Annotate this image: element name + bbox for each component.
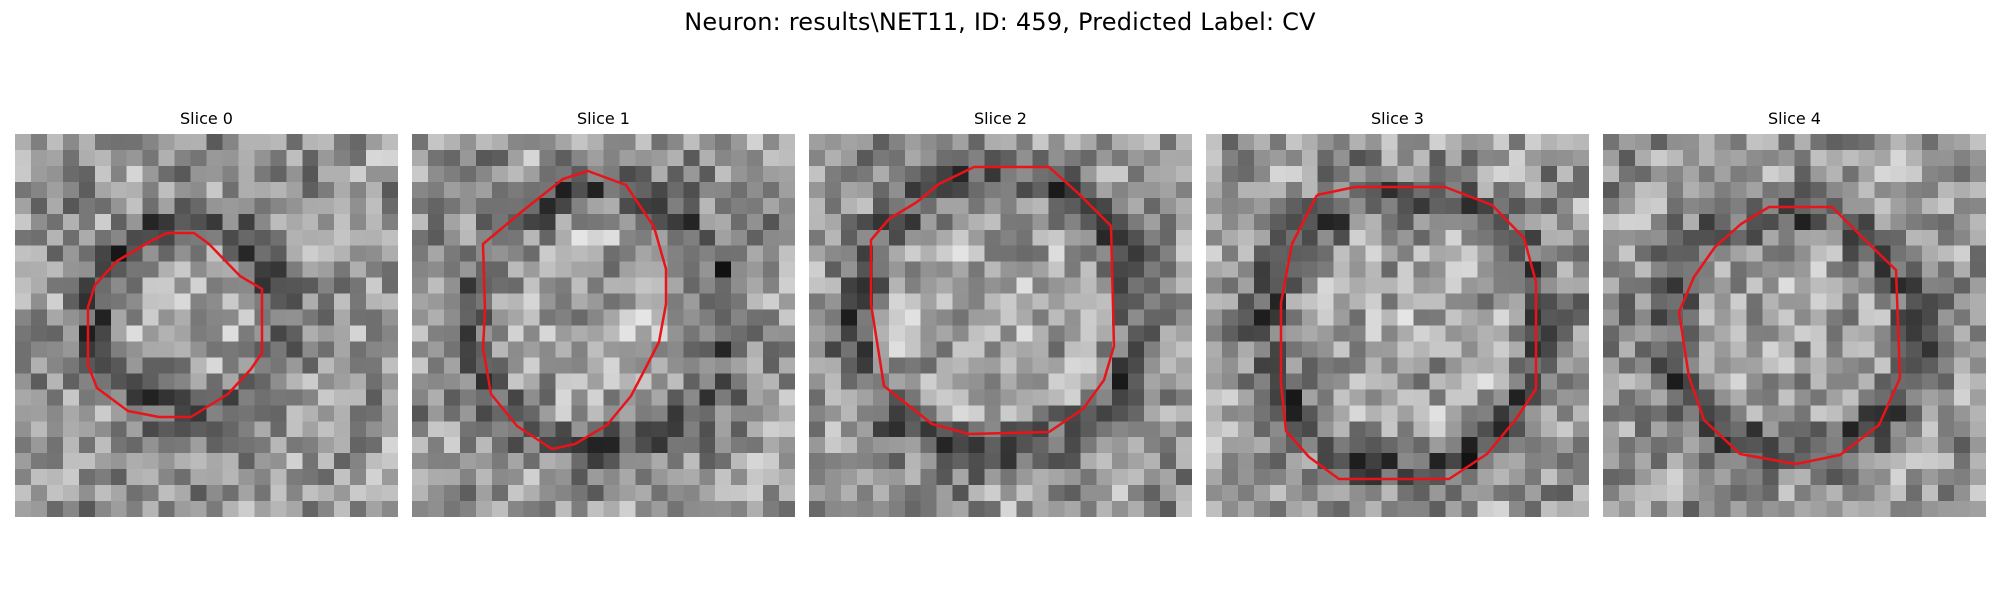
slice-image-area (15, 134, 398, 517)
segmentation-contour (1677, 205, 1902, 466)
segmentation-contour (869, 165, 1116, 436)
slice-title: Slice 0 (180, 109, 233, 128)
segmentation-contour (481, 169, 668, 451)
slice-panel-2: Slice 2 (809, 108, 1192, 517)
segmentation-contour (86, 231, 264, 419)
slice-panel-4: Slice 4 (1603, 108, 1986, 517)
slice-panel-3: Slice 3 (1206, 108, 1589, 517)
slice-panel-1: Slice 1 (412, 108, 795, 517)
slice-image (809, 134, 1192, 517)
segmentation-contour (1279, 185, 1538, 481)
slice-title: Slice 3 (1371, 109, 1424, 128)
slice-image (1603, 134, 1986, 517)
slice-title: Slice 4 (1768, 109, 1821, 128)
slice-title: Slice 1 (577, 109, 630, 128)
slice-panel-0: Slice 0 (15, 108, 398, 517)
slice-title: Slice 2 (974, 109, 1027, 128)
slice-image (15, 134, 398, 517)
slice-image-area (809, 134, 1192, 517)
figure-title: Neuron: results\NET11, ID: 459, Predicte… (684, 8, 1316, 36)
slice-image-area (412, 134, 795, 517)
slice-image-area (1603, 134, 1986, 517)
slice-image (412, 134, 795, 517)
slice-image-area (1206, 134, 1589, 517)
slice-image (1206, 134, 1589, 517)
